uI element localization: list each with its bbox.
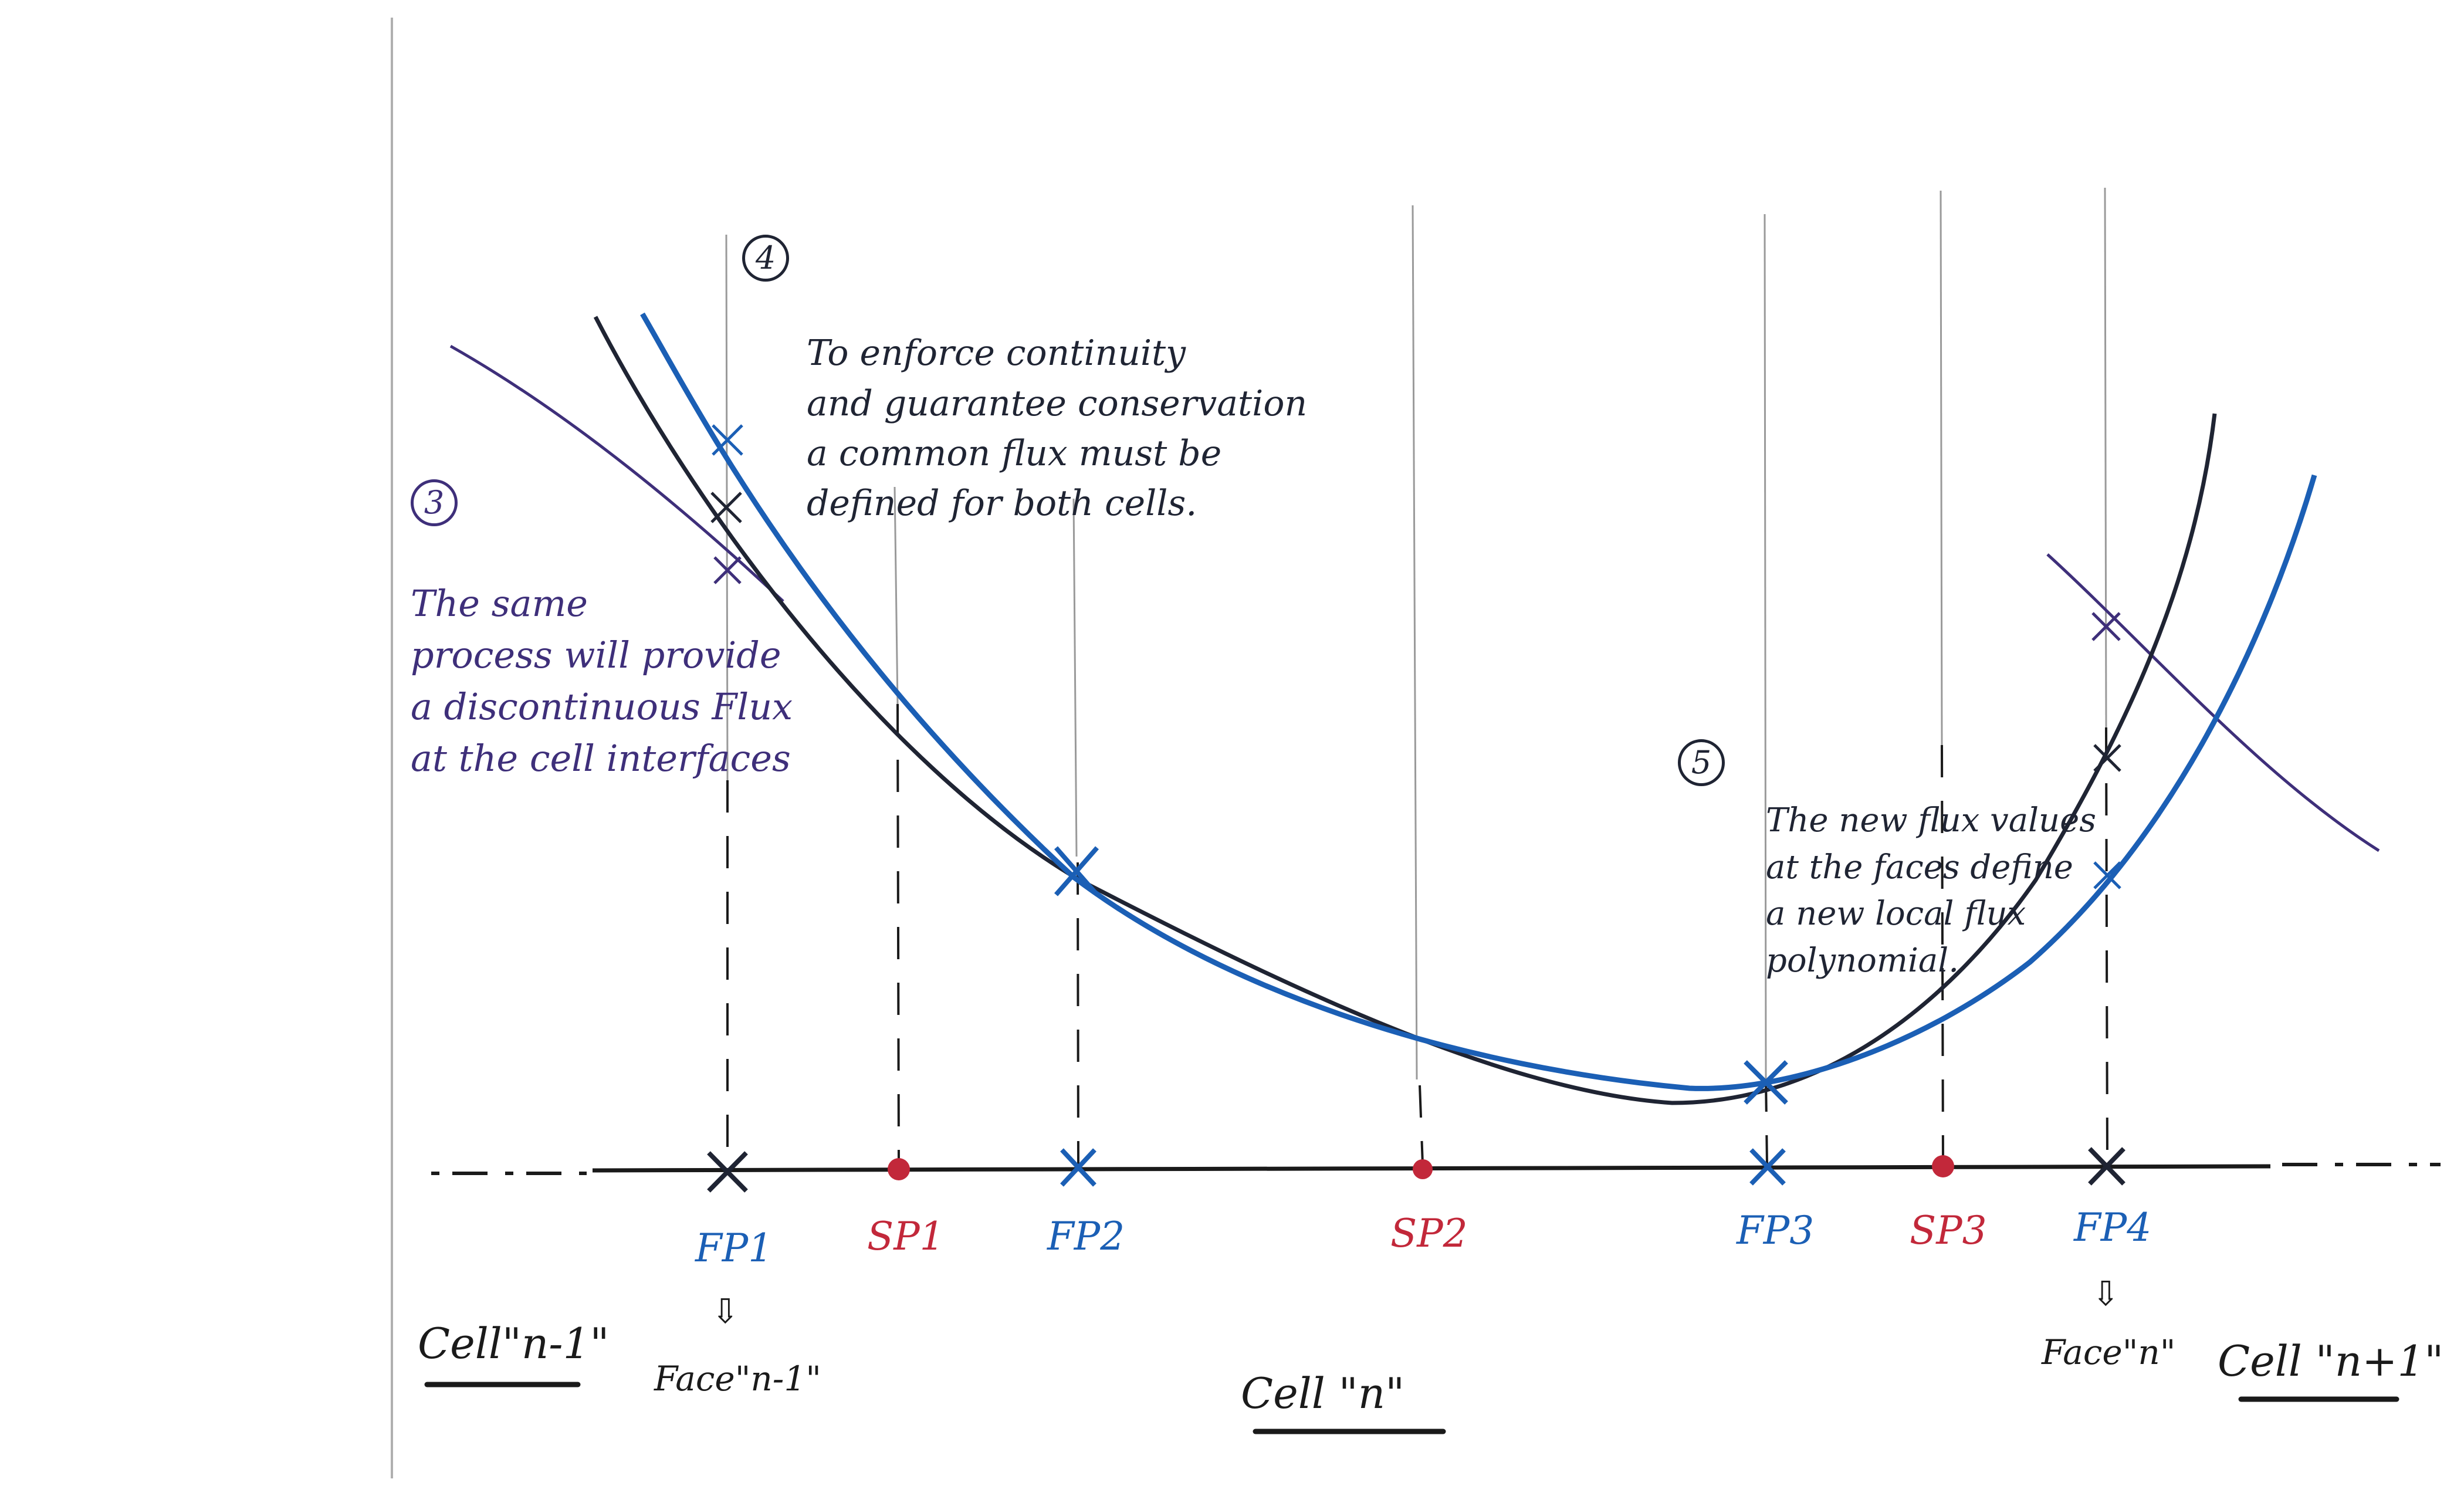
fp3-marker bbox=[1749, 1148, 1786, 1186]
cell-labels: Cell"n-1" Cell "n" Cell "n+1" bbox=[418, 1319, 2443, 1434]
note-4-text: To enforce continuity and guarantee cons… bbox=[807, 333, 1308, 524]
cross-purple-fp1 bbox=[713, 556, 742, 584]
fp4-interface-crosses bbox=[2091, 612, 2121, 889]
arrow-down-icon: ⇩ bbox=[711, 1291, 740, 1331]
fp4-marker bbox=[2088, 1147, 2125, 1186]
cell-next-label: Cell "n+1" bbox=[2218, 1336, 2443, 1386]
fp4-label: FP4 bbox=[2073, 1205, 2151, 1250]
flux-curve-right-cell bbox=[2046, 553, 2380, 852]
note-4-number: 4 bbox=[742, 235, 789, 282]
drop-fp3 bbox=[1765, 1079, 1768, 1165]
cross-dark-fp1 bbox=[710, 492, 742, 523]
guide-sp1 bbox=[893, 486, 899, 705]
sp3-label: SP3 bbox=[1910, 1208, 1987, 1253]
sp1-label: SP1 bbox=[867, 1214, 945, 1259]
fp2-marker bbox=[1060, 1148, 1096, 1187]
sp1-marker bbox=[888, 1158, 910, 1180]
guide-fp3 bbox=[1764, 214, 1767, 1080]
arrow-down-icon: ⇩ bbox=[2091, 1274, 2120, 1314]
cross-blue-fp1 bbox=[712, 424, 743, 456]
note-3-text: The same process will provide a disconti… bbox=[411, 581, 793, 780]
vertical-guides bbox=[725, 187, 2107, 1080]
drop-sp2 bbox=[1419, 1085, 1424, 1165]
cross-blue-fp4 bbox=[2093, 861, 2121, 889]
drop-fp4 bbox=[2105, 727, 2108, 1165]
fp3-label: FP3 bbox=[1736, 1208, 1814, 1253]
face-left-label: Face"n-1" bbox=[654, 1359, 821, 1399]
drop-sp1 bbox=[896, 703, 900, 1165]
note-3: 3 The same process will provide a discon… bbox=[411, 422, 793, 784]
flux-curve-corrected bbox=[640, 312, 2317, 1091]
dashed-drop-lines bbox=[726, 703, 2108, 1165]
note-5-number: 5 bbox=[1678, 739, 1725, 786]
face-annotations: ⇩ Face"n-1" ⇩ Face"n" bbox=[654, 1274, 2175, 1399]
guide-sp3 bbox=[1940, 190, 1943, 746]
flux-curve-left-cell bbox=[449, 344, 784, 603]
note-5-text: The new flux values at the faces define … bbox=[1766, 801, 2096, 980]
cell-current-label: Cell "n" bbox=[1241, 1369, 1404, 1418]
cross-fp3-curve bbox=[1744, 1060, 1788, 1105]
cross-dark-fp4 bbox=[2093, 744, 2121, 772]
point-labels: FP1 SP1 FP2 SP2 FP3 SP3 FP4 bbox=[695, 1205, 2151, 1271]
guide-fp4 bbox=[2104, 187, 2107, 728]
fp1-marker bbox=[707, 1151, 748, 1193]
axis-flux-points bbox=[707, 1147, 2125, 1193]
sp3-marker bbox=[1932, 1155, 1954, 1177]
guide-sp2 bbox=[1412, 205, 1418, 1080]
guide-fp2 bbox=[1072, 498, 1078, 857]
drop-sp3 bbox=[1941, 744, 1944, 1165]
axis-solution-points bbox=[888, 1155, 1954, 1180]
cross-fp2-curve bbox=[1054, 846, 1099, 896]
cell-prev-label: Cell"n-1" bbox=[418, 1319, 610, 1368]
fp2-label: FP2 bbox=[1047, 1214, 1125, 1259]
note-4: 4 To enforce continuity and guarantee co… bbox=[742, 229, 1307, 578]
fp1-interface-crosses bbox=[710, 424, 743, 584]
curve-crosses bbox=[1054, 846, 1788, 1105]
sp2-label: SP2 bbox=[1390, 1211, 1468, 1256]
note-5: 5 The new flux values at the faces defin… bbox=[1678, 704, 2096, 1031]
cross-purple-fp4 bbox=[2091, 612, 2121, 641]
face-right-label: Face"n" bbox=[2041, 1332, 2175, 1372]
sp2-marker bbox=[1413, 1159, 1433, 1179]
fp1-label: FP1 bbox=[695, 1226, 773, 1271]
note-3-number: 3 bbox=[411, 479, 458, 526]
